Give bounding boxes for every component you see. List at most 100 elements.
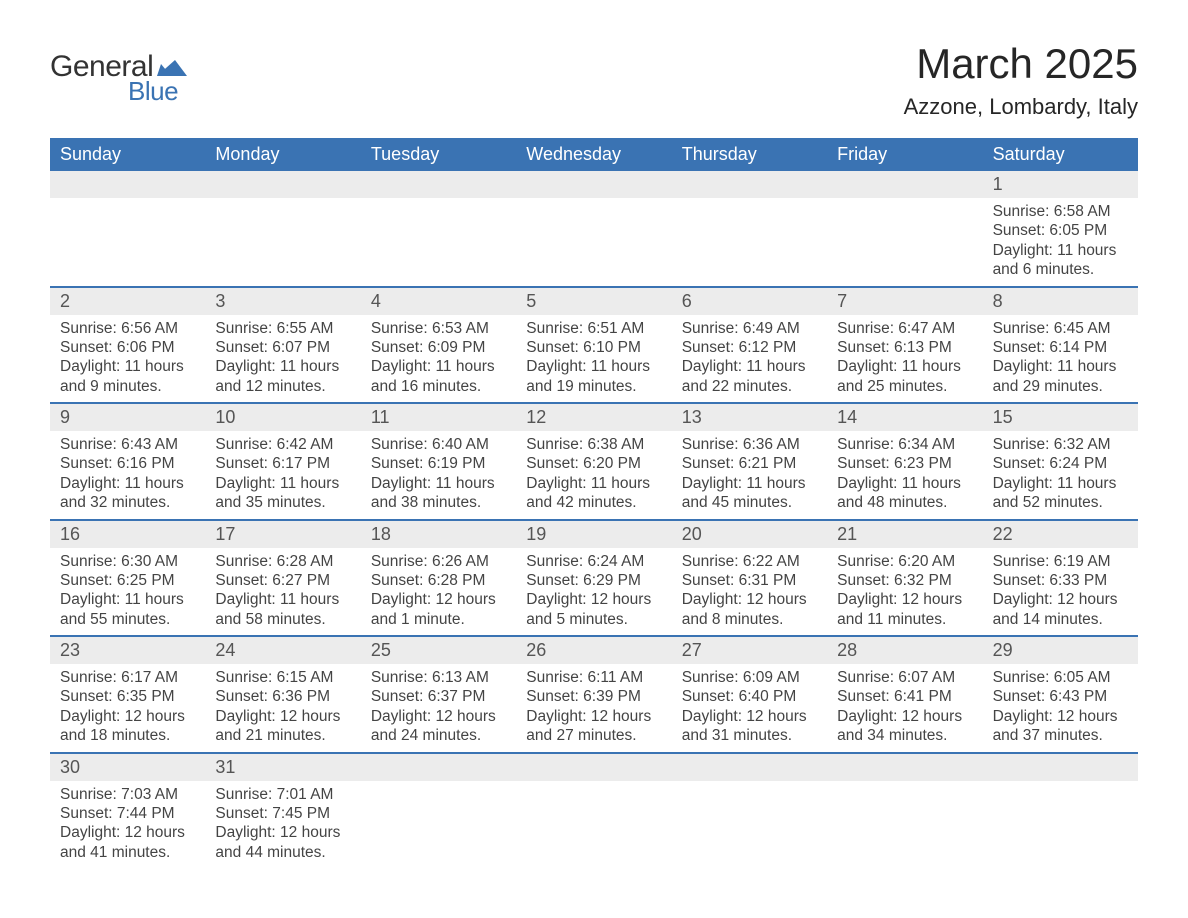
day-daylight2: and 42 minutes. xyxy=(526,493,661,512)
day-sunset: Sunset: 6:37 PM xyxy=(371,687,506,706)
day-daylight2: and 6 minutes. xyxy=(993,260,1128,279)
day-number xyxy=(516,171,671,198)
day-daylight1: Daylight: 12 hours xyxy=(371,707,506,726)
day-number: 26 xyxy=(516,637,671,664)
day-cell: Sunrise: 7:03 AMSunset: 7:44 PMDaylight:… xyxy=(50,781,205,869)
day-sunset: Sunset: 6:09 PM xyxy=(371,338,506,357)
day-sunset: Sunset: 6:29 PM xyxy=(526,571,661,590)
day-daylight2: and 25 minutes. xyxy=(837,377,972,396)
day-daylight2: and 38 minutes. xyxy=(371,493,506,512)
day-cell xyxy=(516,198,671,286)
day-daylight2: and 14 minutes. xyxy=(993,610,1128,629)
day-number: 8 xyxy=(983,288,1138,315)
day-sunset: Sunset: 6:23 PM xyxy=(837,454,972,473)
day-sunrise: Sunrise: 6:17 AM xyxy=(60,668,195,687)
day-sunrise: Sunrise: 7:01 AM xyxy=(215,785,350,804)
day-cell: Sunrise: 6:17 AMSunset: 6:35 PMDaylight:… xyxy=(50,664,205,752)
day-number: 29 xyxy=(983,637,1138,664)
day-daylight1: Daylight: 12 hours xyxy=(993,707,1128,726)
day-number: 21 xyxy=(827,521,982,548)
day-number: 5 xyxy=(516,288,671,315)
day-daylight1: Daylight: 12 hours xyxy=(371,590,506,609)
day-daylight2: and 8 minutes. xyxy=(682,610,817,629)
day-daylight2: and 16 minutes. xyxy=(371,377,506,396)
weekday-header: Wednesday xyxy=(516,138,671,171)
day-number: 15 xyxy=(983,404,1138,431)
day-sunset: Sunset: 6:33 PM xyxy=(993,571,1128,590)
day-cell xyxy=(361,198,516,286)
day-sunset: Sunset: 6:36 PM xyxy=(215,687,350,706)
day-daylight1: Daylight: 12 hours xyxy=(526,707,661,726)
day-number xyxy=(50,171,205,198)
day-cell: Sunrise: 6:20 AMSunset: 6:32 PMDaylight:… xyxy=(827,548,982,636)
day-cell: Sunrise: 6:07 AMSunset: 6:41 PMDaylight:… xyxy=(827,664,982,752)
day-number: 13 xyxy=(672,404,827,431)
day-number: 18 xyxy=(361,521,516,548)
day-cell xyxy=(361,781,516,869)
day-sunrise: Sunrise: 6:47 AM xyxy=(837,319,972,338)
day-daylight2: and 11 minutes. xyxy=(837,610,972,629)
day-sunrise: Sunrise: 6:09 AM xyxy=(682,668,817,687)
day-daylight1: Daylight: 11 hours xyxy=(215,474,350,493)
day-sunrise: Sunrise: 6:51 AM xyxy=(526,319,661,338)
day-daylight1: Daylight: 11 hours xyxy=(993,474,1128,493)
day-daylight1: Daylight: 12 hours xyxy=(837,590,972,609)
day-cell: Sunrise: 7:01 AMSunset: 7:45 PMDaylight:… xyxy=(205,781,360,869)
day-cell: Sunrise: 6:42 AMSunset: 6:17 PMDaylight:… xyxy=(205,431,360,519)
day-cell: Sunrise: 6:24 AMSunset: 6:29 PMDaylight:… xyxy=(516,548,671,636)
day-daylight1: Daylight: 11 hours xyxy=(682,474,817,493)
day-number xyxy=(361,754,516,781)
day-number xyxy=(205,171,360,198)
calendar-body: 1Sunrise: 6:58 AMSunset: 6:05 PMDaylight… xyxy=(50,171,1138,868)
day-number: 10 xyxy=(205,404,360,431)
day-sunrise: Sunrise: 6:13 AM xyxy=(371,668,506,687)
day-number: 12 xyxy=(516,404,671,431)
day-sunset: Sunset: 6:35 PM xyxy=(60,687,195,706)
day-daylight2: and 37 minutes. xyxy=(993,726,1128,745)
day-sunrise: Sunrise: 6:45 AM xyxy=(993,319,1128,338)
day-cell: Sunrise: 6:28 AMSunset: 6:27 PMDaylight:… xyxy=(205,548,360,636)
day-cell: Sunrise: 6:45 AMSunset: 6:14 PMDaylight:… xyxy=(983,315,1138,403)
day-number: 1 xyxy=(983,171,1138,198)
day-sunrise: Sunrise: 7:03 AM xyxy=(60,785,195,804)
day-number: 2 xyxy=(50,288,205,315)
day-daylight1: Daylight: 11 hours xyxy=(526,357,661,376)
day-cell xyxy=(516,781,671,869)
daydata-row: Sunrise: 6:43 AMSunset: 6:16 PMDaylight:… xyxy=(50,431,1138,519)
day-daylight2: and 19 minutes. xyxy=(526,377,661,396)
day-daylight2: and 27 minutes. xyxy=(526,726,661,745)
day-sunrise: Sunrise: 6:07 AM xyxy=(837,668,972,687)
day-sunset: Sunset: 6:16 PM xyxy=(60,454,195,473)
day-daylight1: Daylight: 11 hours xyxy=(837,474,972,493)
day-sunset: Sunset: 7:45 PM xyxy=(215,804,350,823)
daydata-row: Sunrise: 6:30 AMSunset: 6:25 PMDaylight:… xyxy=(50,548,1138,636)
day-daylight1: Daylight: 11 hours xyxy=(993,357,1128,376)
day-sunrise: Sunrise: 6:53 AM xyxy=(371,319,506,338)
day-number: 28 xyxy=(827,637,982,664)
weekday-header: Sunday xyxy=(50,138,205,171)
day-number: 16 xyxy=(50,521,205,548)
day-cell: Sunrise: 6:22 AMSunset: 6:31 PMDaylight:… xyxy=(672,548,827,636)
day-sunset: Sunset: 6:20 PM xyxy=(526,454,661,473)
day-daylight2: and 55 minutes. xyxy=(60,610,195,629)
day-number xyxy=(827,754,982,781)
calendar-week-row: 16171819202122Sunrise: 6:30 AMSunset: 6:… xyxy=(50,521,1138,638)
day-sunrise: Sunrise: 6:15 AM xyxy=(215,668,350,687)
day-sunrise: Sunrise: 6:38 AM xyxy=(526,435,661,454)
weekday-header: Thursday xyxy=(672,138,827,171)
day-daylight1: Daylight: 11 hours xyxy=(526,474,661,493)
day-sunset: Sunset: 6:24 PM xyxy=(993,454,1128,473)
day-sunrise: Sunrise: 6:40 AM xyxy=(371,435,506,454)
day-daylight2: and 31 minutes. xyxy=(682,726,817,745)
day-cell xyxy=(672,198,827,286)
day-sunrise: Sunrise: 6:20 AM xyxy=(837,552,972,571)
day-daylight2: and 12 minutes. xyxy=(215,377,350,396)
day-number: 6 xyxy=(672,288,827,315)
day-number xyxy=(672,171,827,198)
day-sunset: Sunset: 7:44 PM xyxy=(60,804,195,823)
day-sunset: Sunset: 6:21 PM xyxy=(682,454,817,473)
day-daylight1: Daylight: 11 hours xyxy=(60,590,195,609)
day-number: 19 xyxy=(516,521,671,548)
day-daylight1: Daylight: 12 hours xyxy=(526,590,661,609)
header: General Blue March 2025 Azzone, Lombardy… xyxy=(50,40,1138,120)
